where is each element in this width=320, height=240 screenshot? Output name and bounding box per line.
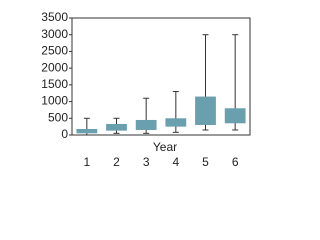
y-tick-label: 3500 [41, 10, 68, 24]
box [106, 123, 127, 131]
y-tick-label: 1500 [41, 77, 68, 91]
x-tick-label: 6 [232, 155, 239, 169]
box [135, 119, 157, 130]
x-tick-label: 4 [172, 155, 179, 169]
box [165, 118, 187, 127]
chart: Year 0 500 1000 1500 2000 2500 3000 3500 1 2 3 4 5 6 [41, 10, 251, 169]
y-tick-label: 1000 [41, 94, 68, 108]
box [76, 128, 98, 134]
box [224, 108, 246, 124]
x-tick-label: 5 [202, 155, 209, 169]
x-tick-label: 3 [143, 155, 150, 169]
y-tick-label: 0 [61, 127, 68, 141]
y-tick-label: 500 [48, 110, 68, 124]
plot-frame [71, 17, 251, 136]
box [195, 96, 216, 125]
y-tick-label: 2000 [41, 60, 68, 74]
x-axis-label: Year [153, 140, 177, 154]
x-tick-label: 1 [83, 155, 90, 169]
y-tick-label: 2500 [41, 44, 68, 58]
y-tick-label: 3000 [41, 27, 68, 41]
x-tick-label: 2 [113, 155, 120, 169]
